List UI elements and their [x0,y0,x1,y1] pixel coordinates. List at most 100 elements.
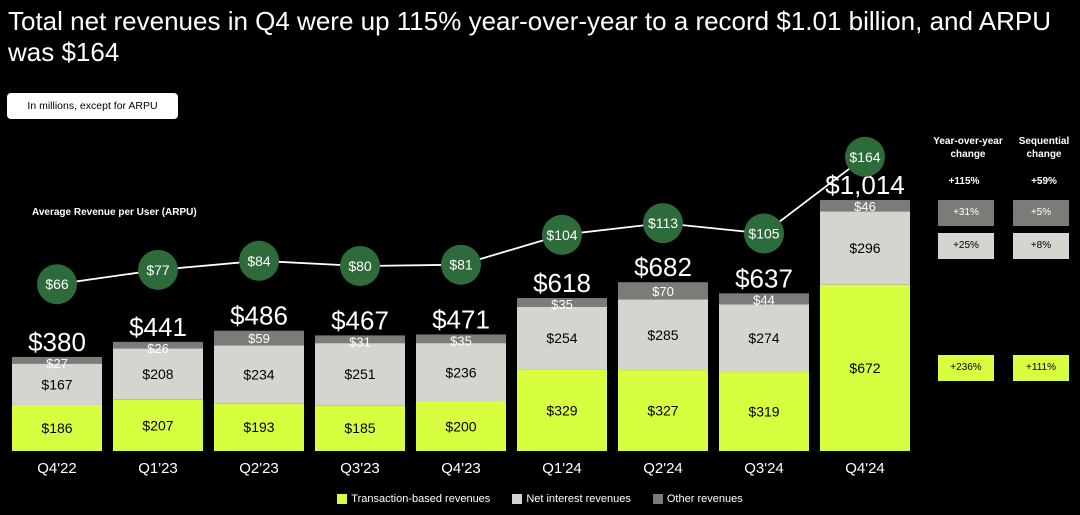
bar-other-2 [214,330,304,346]
bar-other-6 [618,282,708,300]
legend-item-other: Other revenues [652,491,743,507]
bar-total-label-4: $471 [432,304,490,334]
bar-label-other-0: $27 [46,356,68,371]
bar-transaction-7 [719,372,809,451]
bar-total-label-3: $467 [331,305,389,335]
arpu-point-4 [441,244,481,285]
bar-label-transaction-6: $327 [647,403,678,419]
bar-label-interest-8: $296 [849,240,880,256]
x-tick-label-0: Q4'22 [37,460,77,477]
legend-swatch-transaction [337,494,348,504]
bar-other-8 [820,200,910,212]
bar-label-transaction-3: $185 [344,420,375,436]
x-tick-label-6: Q2'24 [643,460,683,477]
bar-transaction-8 [820,284,910,451]
bar-label-transaction-7: $319 [748,404,779,420]
bar-label-other-2: $59 [248,331,270,346]
yoy-header: Year-over-year change [933,136,1003,160]
arpu-point-2 [239,240,279,281]
bar-label-other-1: $26 [147,341,169,356]
bar-transaction-5 [517,369,607,451]
bar-total-label-0: $380 [28,327,86,357]
legend: Transaction-based revenues Net interest … [0,491,1080,507]
bar-interest-4 [416,343,506,402]
bar-transaction-3 [315,405,405,451]
bar-label-interest-1: $208 [142,366,173,382]
seq-interest-change: +8% [1013,233,1069,259]
bar-interest-3 [315,343,405,406]
arpu-point-5 [542,214,582,255]
bar-label-other-6: $70 [652,284,674,299]
bar-label-interest-2: $234 [243,366,274,382]
arpu-label-1: $77 [146,262,170,278]
legend-item-transaction: Transaction-based revenues [337,491,490,507]
arpu-point-7 [744,213,784,254]
arpu-point-3 [340,246,380,286]
yoy-other-change: +31% [938,200,994,226]
bar-label-other-7: $44 [753,292,775,307]
legend-label-other: Other revenues [666,493,743,505]
x-tick-label-7: Q3'24 [744,460,784,477]
seq-transaction-change: +111% [1013,355,1069,381]
seq-header: Sequential change [1018,136,1070,160]
bar-label-other-8: $46 [854,199,876,214]
arpu-point-6 [643,203,683,244]
bar-other-1 [113,341,203,349]
bar-label-transaction-0: $186 [41,420,72,436]
bar-label-transaction-1: $207 [142,417,173,433]
bar-label-other-5: $35 [551,297,573,312]
yoy-total-change: +115% [948,176,980,187]
unit-note: In millions, except for ARPU [7,93,178,119]
bar-interest-8 [820,211,910,285]
arpu-label-7: $105 [748,226,779,242]
bar-transaction-2 [214,403,304,451]
seq-other-change: +5% [1013,200,1069,226]
arpu-label-5: $104 [546,227,577,243]
x-tick-label-4: Q4'23 [441,460,481,477]
arpu-point-8 [845,136,885,177]
bar-interest-1 [113,348,203,400]
bar-transaction-0 [12,404,102,451]
seq-total-change: +59% [1031,176,1057,187]
bar-label-interest-3: $251 [344,366,375,382]
bar-total-label-5: $618 [533,268,591,298]
x-tick-label-3: Q3'23 [340,460,380,477]
legend-label-transaction: Transaction-based revenues [351,493,491,505]
x-tick-label-2: Q2'23 [239,460,279,477]
bar-interest-6 [618,299,708,371]
x-tick-label-8: Q4'24 [845,460,885,477]
bar-label-transaction-2: $193 [243,419,274,435]
bar-other-3 [315,335,405,344]
bar-transaction-4 [416,401,506,451]
bar-total-label-2: $486 [230,301,288,331]
bar-other-4 [416,334,506,344]
bar-label-interest-7: $274 [748,330,779,346]
bar-total-label-7: $637 [735,263,793,293]
bar-label-transaction-4: $200 [445,418,476,434]
bar-interest-2 [214,345,304,404]
arpu-point-1 [138,249,178,290]
bar-label-transaction-5: $329 [546,402,577,418]
bar-total-label-1: $441 [129,312,187,342]
bar-total-label-6: $682 [634,252,692,282]
arpu-label-6: $113 [648,215,678,231]
legend-swatch-interest [512,494,523,504]
legend-label-interest: Net interest revenues [526,493,631,505]
arpu-label-3: $80 [348,258,372,274]
arpu-label-4: $81 [449,257,473,273]
arpu-point-0 [37,264,77,305]
bar-interest-0 [12,363,102,405]
bar-label-other-3: $31 [349,334,371,349]
bar-other-0 [12,356,102,364]
bar-transaction-1 [113,399,203,451]
bar-interest-5 [517,306,607,370]
x-tick-label-1: Q1'23 [138,460,178,477]
bar-interest-7 [719,304,809,373]
bar-label-interest-6: $285 [647,327,678,343]
arpu-title: Average Revenue per User (ARPU) [32,207,197,218]
bar-other-5 [517,298,607,307]
bar-other-7 [719,293,809,305]
yoy-transaction-change: +236% [938,355,994,381]
bar-label-interest-4: $236 [445,364,476,380]
